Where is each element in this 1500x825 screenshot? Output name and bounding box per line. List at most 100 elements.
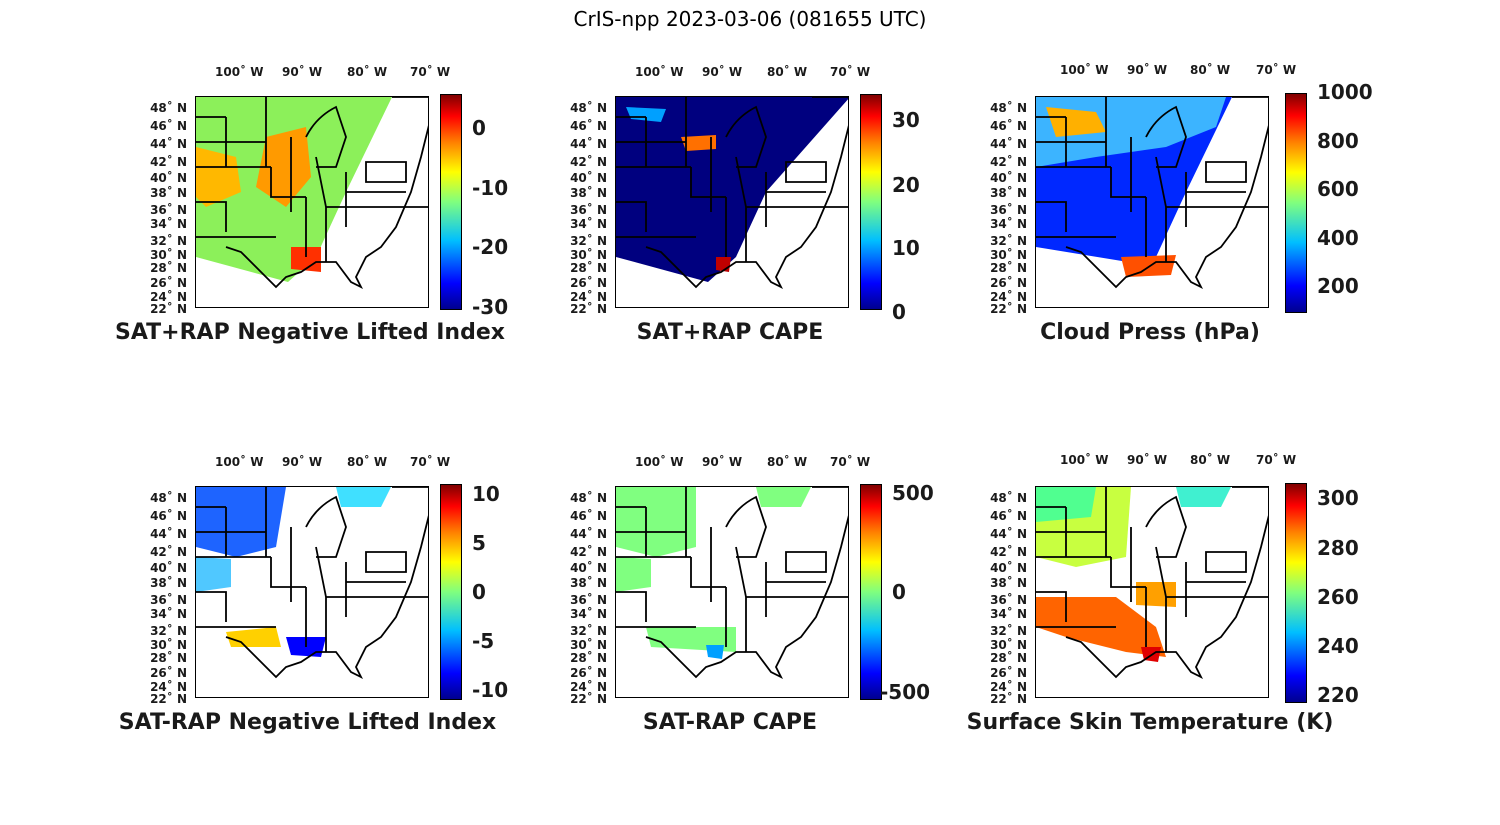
lat-tick: 36˚ N [570, 203, 607, 217]
lat-tick: 44˚ N [570, 527, 607, 541]
lon-tick: 100˚ W [635, 65, 684, 79]
lon-tick: 70˚ W [1256, 63, 1297, 77]
panel-sat-rap-cape: 100˚ W 90˚ W 80˚ W 70˚ W 48˚ N 46˚ N 44˚… [520, 60, 920, 360]
map-plot [196, 97, 428, 290]
lat-tick: 30˚ N [990, 248, 1027, 262]
lat-tick: 46˚ N [570, 119, 607, 133]
lon-tick: 100˚ W [215, 455, 264, 469]
state-borders [196, 487, 428, 680]
colorbar [440, 94, 462, 310]
colorbar-tick: 300 [1317, 486, 1359, 510]
lat-tick: 28˚ N [990, 651, 1027, 665]
data-swath-core [681, 135, 716, 151]
colorbar-tick: 0 [472, 580, 486, 604]
lat-tick: 26˚ N [150, 276, 187, 290]
lat-tick: 48˚ N [990, 491, 1027, 505]
lat-tick: 44˚ N [990, 137, 1027, 151]
lat-tick: 30˚ N [570, 248, 607, 262]
lat-tick: 28˚ N [570, 651, 607, 665]
lat-tick: 34˚ N [570, 217, 607, 231]
panel-title: SAT-RAP Negative Lifted Index [118, 710, 497, 735]
lat-tick: 22˚ N [150, 302, 187, 316]
data-swath-core [616, 557, 651, 592]
lat-tick: 34˚ N [150, 217, 187, 231]
data-swath [616, 97, 848, 282]
colorbar-tick: 260 [1317, 585, 1359, 609]
lat-tick: 40˚ N [150, 561, 187, 575]
lat-tick: 36˚ N [990, 593, 1027, 607]
lat-tick: 22˚ N [990, 302, 1027, 316]
lat-tick: 34˚ N [150, 607, 187, 621]
lat-tick: 32˚ N [990, 624, 1027, 638]
data-swath-core [626, 107, 666, 122]
lat-tick: 38˚ N [990, 186, 1027, 200]
lat-tick: 30˚ N [150, 248, 187, 262]
lat-tick: 48˚ N [150, 491, 187, 505]
map-axes [195, 486, 429, 698]
data-swath-core [256, 127, 311, 207]
lat-tick: 32˚ N [570, 234, 607, 248]
lon-tick: 90˚ W [1127, 63, 1168, 77]
lat-tick: 24˚ N [150, 680, 187, 694]
lat-tick: 22˚ N [150, 692, 187, 706]
colorbar-tick: 5 [472, 531, 486, 555]
map-plot [1036, 487, 1268, 680]
data-swath-core [1176, 487, 1231, 507]
lat-tick: 44˚ N [150, 137, 187, 151]
lat-tick: 36˚ N [150, 203, 187, 217]
lon-tick: 70˚ W [1256, 453, 1297, 467]
colorbar-tick: 0 [472, 116, 486, 140]
colorbar-tick: 1000 [1317, 80, 1373, 104]
lat-tick: 38˚ N [150, 186, 187, 200]
state-borders [1036, 97, 1268, 290]
lon-tick: 90˚ W [1127, 453, 1168, 467]
lat-tick: 32˚ N [990, 234, 1027, 248]
lon-tick: 90˚ W [702, 455, 743, 469]
lat-tick: 24˚ N [990, 680, 1027, 694]
lat-tick: 36˚ N [150, 593, 187, 607]
lon-tick: 80˚ W [1190, 453, 1231, 467]
lat-tick: 36˚ N [990, 203, 1027, 217]
lat-tick: 48˚ N [990, 101, 1027, 115]
lat-tick: 40˚ N [570, 171, 607, 185]
lat-tick: 44˚ N [570, 137, 607, 151]
colorbar-tick: 10 [472, 482, 500, 506]
lon-tick: 70˚ W [830, 455, 871, 469]
lat-tick: 42˚ N [570, 155, 607, 169]
colorbar-tick: 240 [1317, 634, 1359, 658]
lon-tick: 70˚ W [410, 455, 451, 469]
lat-tick: 34˚ N [990, 217, 1027, 231]
lat-tick: 42˚ N [990, 155, 1027, 169]
map-axes [195, 96, 429, 308]
lat-tick: 26˚ N [990, 276, 1027, 290]
panel-title: Surface Skin Temperature (K) [966, 710, 1334, 735]
lat-tick: 22˚ N [570, 692, 607, 706]
lat-tick: 38˚ N [990, 576, 1027, 590]
lon-tick: 80˚ W [767, 455, 808, 469]
state-borders [616, 487, 848, 680]
lat-tick: 26˚ N [570, 666, 607, 680]
map-axes [1035, 486, 1269, 698]
data-swath-core [196, 147, 241, 207]
colorbar-tick: 400 [1317, 226, 1359, 250]
lat-tick: 26˚ N [150, 666, 187, 680]
lat-tick: 44˚ N [990, 527, 1027, 541]
panel-title: SAT+RAP Negative Lifted Index [115, 320, 505, 345]
lon-tick: 80˚ W [347, 65, 388, 79]
panel-sat-minus-rap-neg-lifted-index: 100˚ W 90˚ W 80˚ W 70˚ W 48˚ N 46˚ N 44˚… [100, 450, 508, 750]
state-borders [196, 97, 428, 290]
colorbar-tick: -500 [880, 680, 931, 704]
colorbar-tick: -30 [472, 295, 509, 319]
lon-tick: 100˚ W [215, 65, 264, 79]
lat-tick: 30˚ N [990, 638, 1027, 652]
map-axes [615, 96, 849, 308]
map-plot [196, 487, 428, 680]
colorbar [860, 484, 882, 700]
panel-sat-minus-rap-cape: 100˚ W 90˚ W 80˚ W 70˚ W 48˚ N 46˚ N 44˚… [520, 450, 934, 750]
colorbar [440, 484, 462, 700]
colorbar-tick: 0 [892, 580, 906, 604]
lat-tick: 40˚ N [150, 171, 187, 185]
data-swath-core [1136, 582, 1176, 607]
lat-tick: 48˚ N [570, 491, 607, 505]
data-swath [196, 487, 286, 557]
